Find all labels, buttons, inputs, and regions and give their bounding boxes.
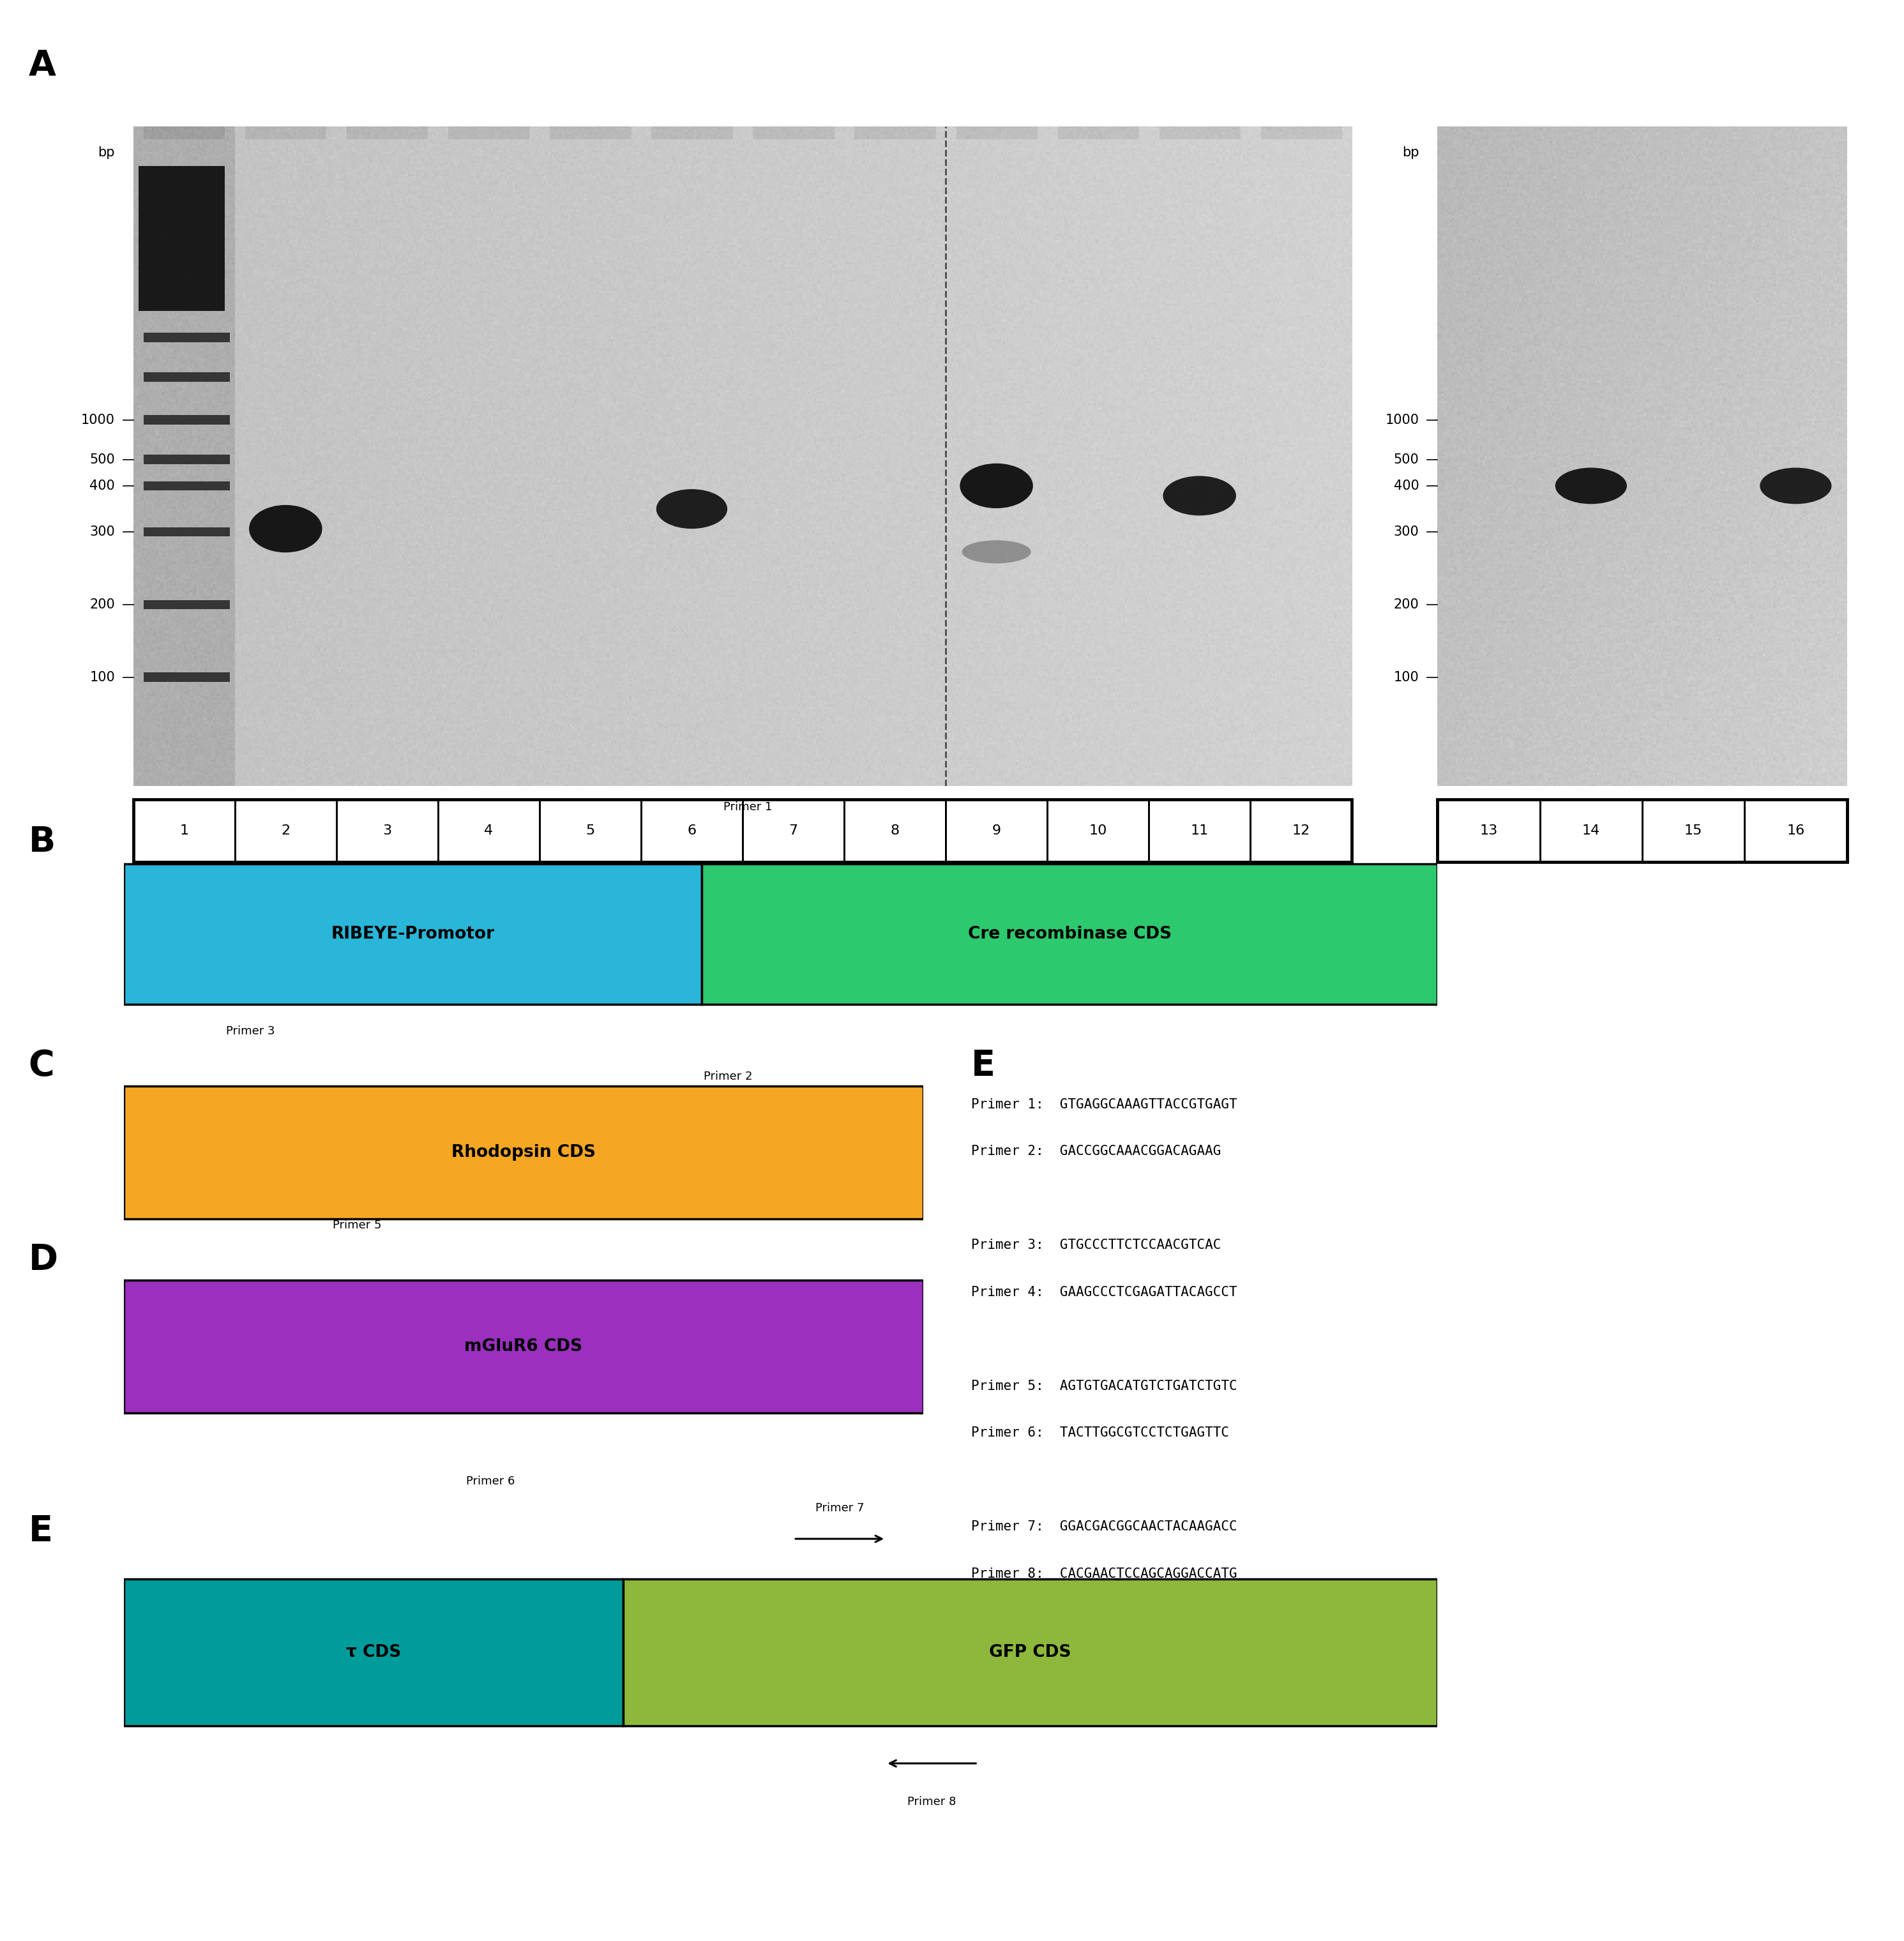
- Bar: [139, 165, 225, 311]
- Text: Primer 6: Primer 6: [466, 1475, 514, 1487]
- Bar: [703, 864, 1438, 1003]
- Text: 10: 10: [1089, 825, 1106, 837]
- Bar: [1744, 800, 1847, 862]
- Bar: [124, 1580, 623, 1726]
- Text: 200: 200: [1394, 598, 1418, 611]
- Text: 2: 2: [282, 825, 289, 837]
- Bar: [143, 600, 230, 609]
- Bar: [234, 800, 337, 862]
- Ellipse shape: [1759, 468, 1832, 505]
- Text: 8: 8: [891, 825, 899, 837]
- Bar: [642, 800, 743, 862]
- Text: A: A: [29, 49, 55, 83]
- Bar: [1438, 800, 1847, 862]
- Ellipse shape: [1556, 468, 1626, 505]
- Text: 100: 100: [1394, 672, 1418, 683]
- Text: Primer 4:  GAAGCCCTCGAGATTACAGCCT: Primer 4: GAAGCCCTCGAGATTACAGCCT: [971, 1285, 1238, 1299]
- Bar: [143, 674, 230, 681]
- Bar: [143, 481, 230, 491]
- Ellipse shape: [962, 540, 1030, 563]
- Bar: [143, 454, 230, 464]
- Ellipse shape: [1163, 476, 1236, 516]
- Text: RIBEYE-Promotor: RIBEYE-Promotor: [331, 926, 495, 943]
- Text: E: E: [971, 1048, 996, 1083]
- Text: B: B: [29, 825, 55, 860]
- Text: Primer 1: Primer 1: [724, 802, 773, 813]
- Bar: [337, 800, 438, 862]
- Text: 300: 300: [1394, 526, 1418, 538]
- Text: Cre recombinase CDS: Cre recombinase CDS: [967, 926, 1171, 943]
- Bar: [124, 864, 703, 1003]
- Text: Primer 4: Primer 4: [307, 1281, 354, 1293]
- Text: GFP CDS: GFP CDS: [990, 1644, 1072, 1661]
- Text: 500: 500: [89, 452, 114, 466]
- Text: 3: 3: [383, 825, 392, 837]
- Text: bp: bp: [99, 146, 114, 159]
- Ellipse shape: [657, 489, 727, 528]
- Bar: [1251, 800, 1352, 862]
- Text: 100: 100: [89, 672, 114, 683]
- Text: 1: 1: [179, 825, 188, 837]
- Text: 7: 7: [788, 825, 798, 837]
- Bar: [1148, 800, 1251, 862]
- Bar: [1047, 800, 1148, 862]
- Text: Primer 7: Primer 7: [815, 1502, 864, 1514]
- Text: 13: 13: [1479, 825, 1498, 837]
- Bar: [124, 1279, 923, 1413]
- Text: 6: 6: [687, 825, 697, 837]
- Bar: [133, 800, 234, 862]
- Bar: [438, 800, 539, 862]
- Bar: [623, 1580, 1438, 1726]
- Ellipse shape: [960, 464, 1034, 509]
- Text: 14: 14: [1582, 825, 1599, 837]
- Text: E: E: [29, 1514, 53, 1549]
- Text: C: C: [29, 1048, 55, 1083]
- Text: Primer 3:  GTGCCCTTCTCCAACGTCAC: Primer 3: GTGCCCTTCTCCAACGTCAC: [971, 1238, 1220, 1252]
- Bar: [1540, 800, 1643, 862]
- Text: 200: 200: [89, 598, 114, 611]
- Text: Rhodopsin CDS: Rhodopsin CDS: [451, 1143, 596, 1161]
- Text: D: D: [29, 1242, 57, 1277]
- Text: Primer 1:  GTGAGGCAAAGTTACCGTGAGT: Primer 1: GTGAGGCAAAGTTACCGTGAGT: [971, 1099, 1238, 1110]
- Bar: [946, 800, 1047, 862]
- Text: 1000: 1000: [1386, 413, 1418, 427]
- Text: Primer 5: Primer 5: [333, 1219, 381, 1231]
- Text: τ CDS: τ CDS: [347, 1644, 402, 1661]
- Bar: [1438, 800, 1540, 862]
- Text: 4: 4: [484, 825, 493, 837]
- Bar: [743, 800, 843, 862]
- Text: 300: 300: [89, 526, 114, 538]
- Text: mGluR6 CDS: mGluR6 CDS: [465, 1337, 583, 1355]
- Bar: [143, 373, 230, 382]
- Bar: [143, 332, 230, 342]
- Text: Primer 2: Primer 2: [704, 1071, 752, 1083]
- Text: Primer 2:  GACCGGCAAACGGACAGAAG: Primer 2: GACCGGCAAACGGACAGAAG: [971, 1145, 1220, 1157]
- Bar: [143, 415, 230, 425]
- Text: Primer 6:  TACTTGGCGTCCTCTGAGTTC: Primer 6: TACTTGGCGTCCTCTGAGTTC: [971, 1427, 1228, 1440]
- Text: 12: 12: [1293, 825, 1310, 837]
- Text: 11: 11: [1190, 825, 1209, 837]
- Bar: [133, 800, 1352, 862]
- Text: 1000: 1000: [82, 413, 114, 427]
- Text: 15: 15: [1685, 825, 1702, 837]
- Bar: [143, 528, 230, 536]
- Text: Primer 5:  AGTGTGACATGTCTGATCTGTC: Primer 5: AGTGTGACATGTCTGATCTGTC: [971, 1380, 1238, 1392]
- Bar: [1641, 800, 1744, 862]
- Text: 5: 5: [586, 825, 594, 837]
- Text: Primer 7:  GGACGACGGCAACTACAAGACC: Primer 7: GGACGACGGCAACTACAAGACC: [971, 1520, 1238, 1533]
- Text: Primer 8:  CACGAACTCCAGCAGGACCATG: Primer 8: CACGAACTCCAGCAGGACCATG: [971, 1568, 1238, 1580]
- Text: Primer 8: Primer 8: [908, 1795, 956, 1807]
- Bar: [539, 800, 642, 862]
- Text: Primer 3: Primer 3: [227, 1025, 274, 1036]
- Bar: [843, 800, 946, 862]
- Text: 500: 500: [1394, 452, 1418, 466]
- Ellipse shape: [249, 505, 322, 553]
- Text: 400: 400: [89, 479, 114, 493]
- Bar: [124, 1085, 923, 1219]
- Text: 400: 400: [1394, 479, 1418, 493]
- Text: 16: 16: [1786, 825, 1805, 837]
- Text: 9: 9: [992, 825, 1002, 837]
- Text: bp: bp: [1401, 146, 1418, 159]
